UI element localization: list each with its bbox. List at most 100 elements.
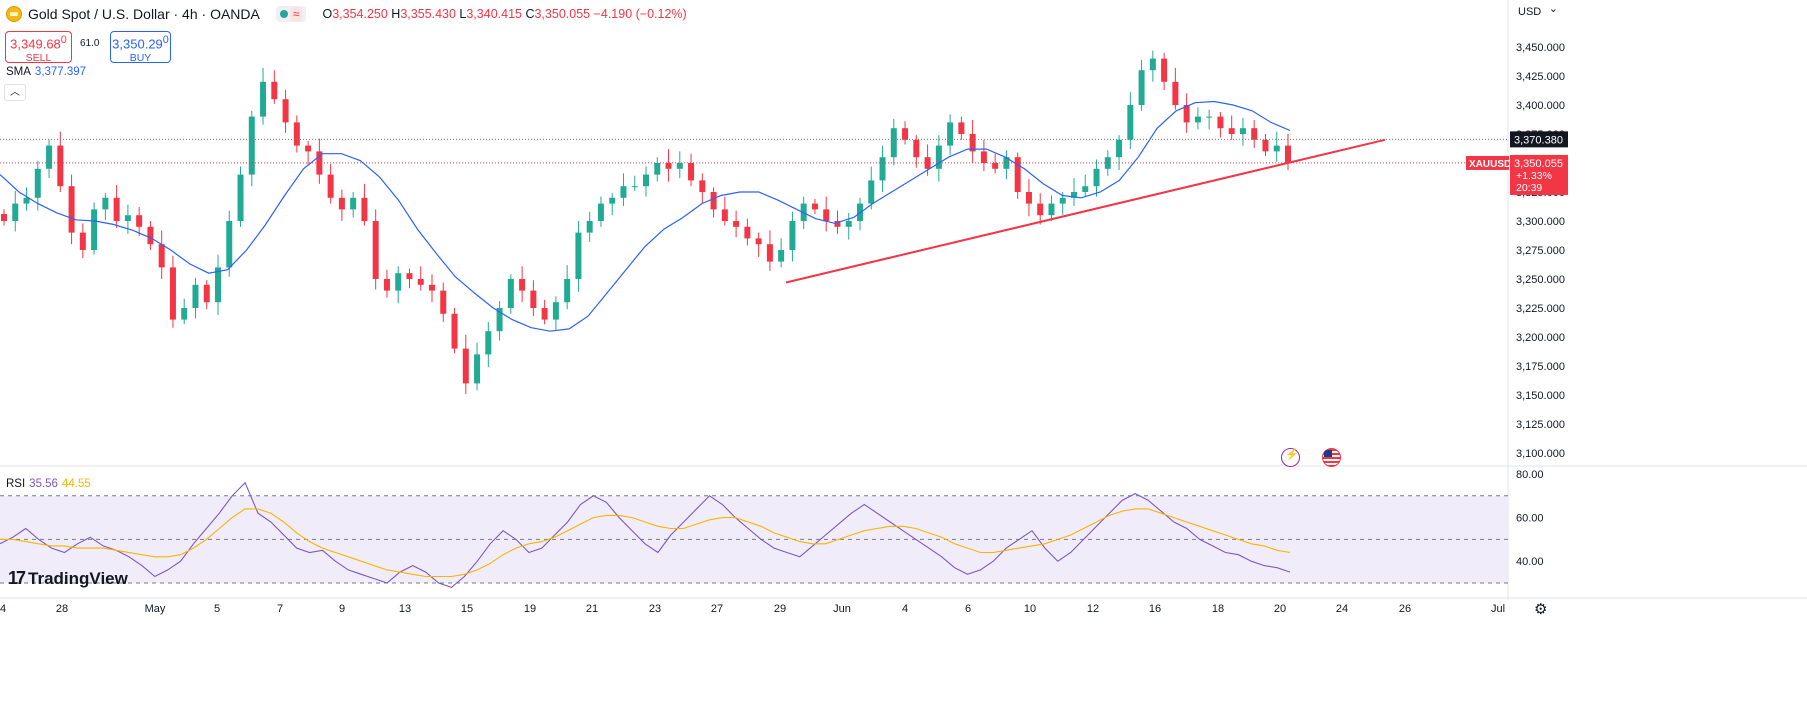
candle-body <box>34 168 41 198</box>
time-tick-label: 19 <box>524 603 536 615</box>
currency-selector[interactable]: USD <box>1514 2 1564 19</box>
candle-body <box>1059 197 1066 204</box>
candle-body <box>462 348 469 384</box>
chevron-up-icon: ︿ <box>10 87 20 98</box>
last-price-label: 3,350.055 <box>1514 158 1563 170</box>
candle-body <box>1 214 7 221</box>
ohlc-readout: O3,354.250 H3,355.430 L3,340.415 C3,350.… <box>322 7 686 21</box>
sma-legend[interactable]: SMA 3,377.397 <box>6 66 86 78</box>
rsi-legend[interactable]: RSI 35.56 44.55 <box>6 478 91 490</box>
candle-body <box>947 122 954 146</box>
candle-body <box>113 197 120 221</box>
candle-body <box>417 279 424 285</box>
candle-body <box>1138 70 1145 105</box>
open-value: 3,354.250 <box>332 7 388 21</box>
candle-body <box>1206 116 1213 118</box>
candle-body <box>1003 157 1010 169</box>
candle-body <box>237 174 244 221</box>
candle-body <box>485 331 492 355</box>
candle-body <box>350 197 357 210</box>
price-tick-label: 3,225.000 <box>1516 303 1565 315</box>
candle-body <box>282 99 289 123</box>
candle-body <box>744 226 751 239</box>
candle-body <box>158 244 165 268</box>
marked-price-tag <box>1510 131 1568 148</box>
candle-body <box>519 279 526 291</box>
flash-event-icon[interactable] <box>1281 448 1300 467</box>
time-tick-label: 29 <box>774 603 786 615</box>
candle-body <box>1161 58 1168 82</box>
last-price-tag <box>1510 154 1568 195</box>
us-flag-event-icon[interactable] <box>1322 448 1341 467</box>
candle-body <box>879 157 886 181</box>
symbol-title[interactable]: Gold Spot / U.S. Dollar · 4h · OANDA <box>28 6 260 22</box>
change-value: −4.190 (−0.12%) <box>593 7 687 21</box>
candle-body <box>530 290 537 308</box>
time-tick-label: 10 <box>1024 603 1036 615</box>
candle-body <box>1239 128 1246 134</box>
symbol-tag <box>1466 155 1509 170</box>
sell-price: 3,349.68 <box>10 36 61 52</box>
candle-body <box>902 128 909 140</box>
time-tick-label: 18 <box>1212 603 1224 615</box>
time-tick-label: 26 <box>1399 603 1411 615</box>
time-tick-label: 7 <box>277 603 283 615</box>
time-tick-label: Jul <box>1491 603 1505 615</box>
candle-body <box>609 197 616 204</box>
low-value: 3,340.415 <box>466 7 522 21</box>
candle-body <box>811 203 818 210</box>
sma-value: 3,377.397 <box>34 66 87 78</box>
candle-body <box>383 279 390 291</box>
time-tick-label: 6 <box>965 603 971 615</box>
candle-body <box>980 151 987 163</box>
price-tick-label: 3,200.000 <box>1516 332 1565 344</box>
candle-body <box>1172 81 1179 105</box>
candle-body <box>823 209 830 221</box>
candle-body <box>992 163 999 169</box>
candle-body <box>1273 145 1280 152</box>
price-tick-label: 3,450.000 <box>1516 42 1565 54</box>
candle-body <box>12 203 19 221</box>
candle-body <box>305 145 312 152</box>
candle-body <box>1262 139 1269 152</box>
gear-icon[interactable]: ⚙ <box>1534 601 1548 618</box>
rsi-value: 35.56 <box>29 478 58 490</box>
rsi-label: RSI <box>6 478 26 490</box>
candle-body <box>57 145 64 187</box>
candle-body <box>541 308 548 320</box>
sma-line <box>0 100 1291 332</box>
candle-body <box>721 209 728 221</box>
open-label: O <box>322 7 333 21</box>
buy-button[interactable]: 3,350.290 BUY <box>110 31 171 64</box>
candle-body <box>1048 203 1055 216</box>
time-tick-label: 20 <box>1274 603 1286 615</box>
time-tick-label: 12 <box>1087 603 1099 615</box>
close-value: 3,350.055 <box>534 7 591 21</box>
candle-body <box>643 174 649 187</box>
last-price-change: +1.33% <box>1516 170 1552 182</box>
candle-body <box>361 197 368 221</box>
candle-body <box>68 186 75 233</box>
candle-body <box>969 134 976 152</box>
candle-body <box>496 308 503 332</box>
time-tick-label: 13 <box>399 603 411 615</box>
time-tick-label: Jun <box>833 603 851 615</box>
candle-body <box>451 313 458 349</box>
candle-body <box>1285 145 1291 163</box>
market-open-dot-icon <box>279 10 288 18</box>
price-tick-label: 3,300.000 <box>1516 216 1565 228</box>
candle-body <box>868 180 875 204</box>
candle-body <box>620 186 627 198</box>
candle-body <box>913 139 920 158</box>
collapse-indicators-button[interactable]: ︿ <box>4 84 26 101</box>
tradingview-logo[interactable]: 17 TradingView <box>8 568 128 589</box>
time-tick-label: 27 <box>711 603 723 615</box>
candle-body <box>834 221 841 227</box>
candle-body <box>327 174 334 198</box>
sell-button[interactable]: 3,349.680 SELL <box>5 31 72 64</box>
market-status-pill[interactable]: ≈ <box>275 6 307 22</box>
sma-label: SMA <box>6 66 31 78</box>
spread-value: 61.0 <box>80 38 100 49</box>
